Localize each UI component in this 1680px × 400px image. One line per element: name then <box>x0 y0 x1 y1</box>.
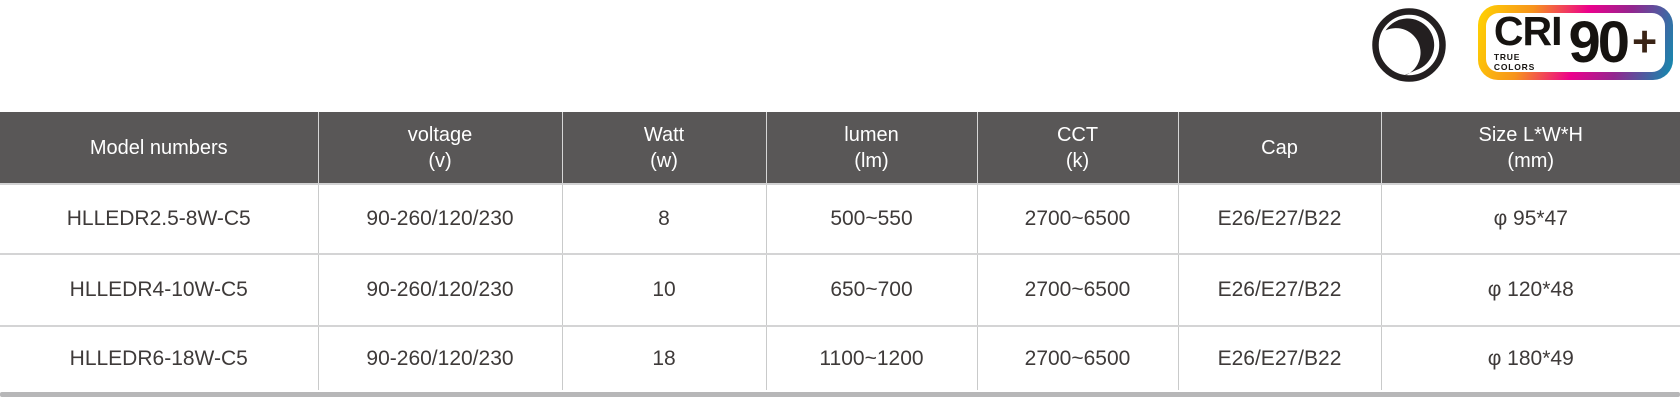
cri-subtitle: TRUE COLORS <box>1493 51 1536 72</box>
table-bottom-rule <box>0 392 1680 397</box>
cell-lumen: 650~700 <box>766 254 978 327</box>
column-label: Model numbers <box>89 136 228 159</box>
column-header-lumen: lumen (lm) <box>766 112 978 185</box>
cri-label: CRI <box>1493 8 1563 55</box>
table-row: HLLEDR2.5-8W-C5 90-260/120/230 8 500~550… <box>0 184 1680 255</box>
column-label: Cap <box>1261 136 1298 159</box>
header-row: Model numbers voltage (v) Watt (w) lumen (l… <box>0 112 1680 185</box>
cell-voltage: 90-260/120/230 <box>318 326 563 390</box>
column-label: Size L*W*H <box>1478 123 1583 146</box>
cri-90-badge: CRI TRUE COLORS 90 + <box>1478 5 1673 80</box>
brand-area: CRI TRUE COLORS 90 + <box>1360 0 1680 92</box>
cell-cap: E26/E27/B22 <box>1178 254 1382 327</box>
column-unit: (w) <box>650 149 678 172</box>
cell-voltage: 90-260/120/230 <box>318 254 563 327</box>
cell-model: HLLEDR2.5-8W-C5 <box>0 184 319 255</box>
column-unit: (v) <box>428 149 452 172</box>
cell-cct: 2700~6500 <box>977 326 1179 390</box>
column-unit: (mm) <box>1507 149 1555 172</box>
column-label: voltage <box>407 123 473 146</box>
cell-model: HLLEDR6-18W-C5 <box>0 326 319 390</box>
column-header-size: Size L*W*H (mm) <box>1381 112 1680 185</box>
column-header-cct: CCT (k) <box>977 112 1179 185</box>
cell-model: HLLEDR4-10W-C5 <box>0 254 319 327</box>
cri-label-block: CRI TRUE COLORS <box>1493 8 1563 72</box>
cell-lumen: 1100~1200 <box>766 326 978 390</box>
spec-table-header: Model numbers voltage (v) Watt (w) lumen (l… <box>0 112 1680 185</box>
cri-badge-inner: CRI TRUE COLORS 90 + <box>1486 8 1665 75</box>
table-row: HLLEDR4-10W-C5 90-260/120/230 10 650~700… <box>0 254 1680 327</box>
column-unit: (k) <box>1065 149 1090 172</box>
column-header-voltage: voltage (v) <box>318 112 563 185</box>
cell-watt: 18 <box>562 326 767 390</box>
cell-cap: E26/E27/B22 <box>1178 326 1382 390</box>
spec-table-body: HLLEDR2.5-8W-C5 90-260/120/230 8 500~550… <box>0 184 1680 390</box>
spec-table: Model numbers voltage (v) Watt (w) lumen (l… <box>0 112 1680 390</box>
column-label: CCT <box>1056 123 1099 146</box>
cell-size: φ 95*47 <box>1381 184 1680 255</box>
column-header-cap: Cap <box>1178 112 1382 185</box>
table-row: HLLEDR6-18W-C5 90-260/120/230 18 1100~12… <box>0 326 1680 390</box>
column-label: lumen <box>844 123 899 146</box>
dimmable-swirl-icon <box>1372 8 1446 82</box>
column-header-model: Model numbers <box>0 112 319 185</box>
cell-watt: 10 <box>562 254 767 327</box>
cell-size: φ 180*49 <box>1381 326 1680 390</box>
column-header-watt: Watt (w) <box>562 112 767 185</box>
cri-value: 90 <box>1568 9 1629 75</box>
column-label: Watt <box>643 123 685 146</box>
cell-cap: E26/E27/B22 <box>1178 184 1382 255</box>
cell-cct: 2700~6500 <box>977 184 1179 255</box>
cell-lumen: 500~550 <box>766 184 978 255</box>
cell-size: φ 120*48 <box>1381 254 1680 327</box>
cri-plus-sign: + <box>1632 18 1658 66</box>
column-unit: (lm) <box>854 149 889 172</box>
cell-cct: 2700~6500 <box>977 254 1179 327</box>
cell-voltage: 90-260/120/230 <box>318 184 563 255</box>
cell-watt: 8 <box>562 184 767 255</box>
